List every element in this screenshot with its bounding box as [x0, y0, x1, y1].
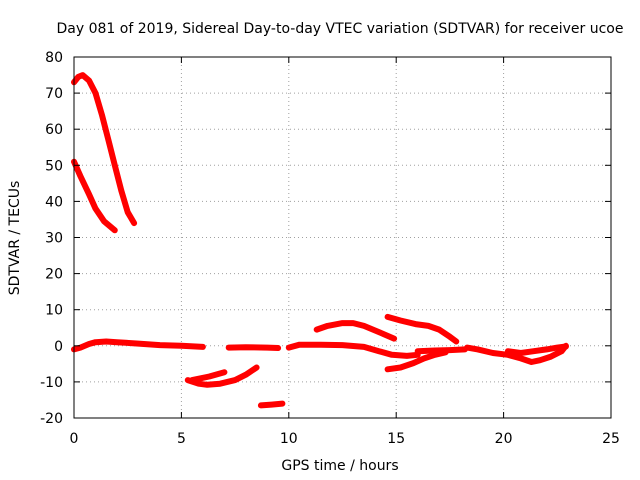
y-tick-label: 20 [45, 267, 63, 283]
x-tick-label: 25 [602, 431, 620, 447]
series-arc-13 [464, 342, 569, 365]
series-arc-3 [71, 338, 206, 353]
y-tick-label: -20 [40, 411, 63, 427]
y-tick-label: 40 [45, 194, 63, 210]
y-tick-label: 70 [45, 86, 63, 102]
series-arc-9 [313, 320, 398, 342]
y-axis-label: SDTVAR / TECUs [7, 181, 23, 296]
series-arc-2 [71, 158, 118, 234]
x-tick-label: 0 [70, 431, 79, 447]
y-tick-label: 80 [45, 50, 63, 66]
ticks: 0 5 10 15 20 25 -20 -10 0 10 20 30 40 50 60 70 80 [40, 50, 620, 447]
series-arc-7 [257, 400, 286, 409]
series-arc-5 [184, 364, 260, 388]
series-arc-11 [384, 349, 449, 373]
series-arc-4 [225, 344, 282, 351]
x-axis-label: GPS time / hours [281, 458, 398, 474]
y-tick-label: 50 [45, 158, 63, 174]
x-tick-label: 15 [387, 431, 405, 447]
x-tick-label: 20 [495, 431, 513, 447]
series-arc-8 [285, 341, 421, 359]
series-arc-10 [384, 313, 460, 345]
series-arc-1 [71, 72, 138, 227]
x-tick-label: 5 [177, 431, 186, 447]
data-layer [71, 72, 569, 409]
series-arc-6 [189, 369, 228, 384]
x-tick-label: 10 [280, 431, 298, 447]
y-tick-label: 0 [54, 339, 63, 355]
y-tick-label: -10 [40, 375, 63, 391]
y-tick-label: 60 [45, 122, 63, 138]
series-arc-14 [504, 343, 569, 356]
series-arc-12 [414, 346, 468, 355]
y-tick-label: 30 [45, 231, 63, 247]
chart-title: Day 081 of 2019, Sidereal Day-to-day VTE… [57, 21, 624, 37]
y-tick-label: 10 [45, 303, 63, 319]
